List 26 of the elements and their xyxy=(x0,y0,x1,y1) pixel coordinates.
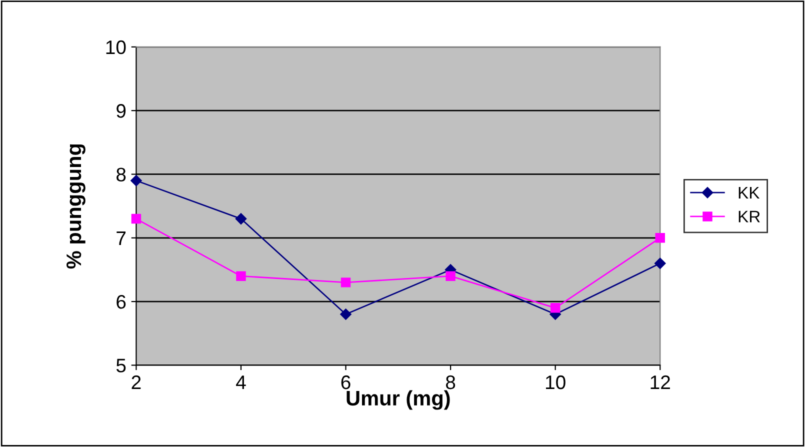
x-tick-label: 10 xyxy=(546,375,566,390)
point xyxy=(446,271,456,281)
x-tick-label: 4 xyxy=(236,376,246,390)
y-axis-title: % punggung xyxy=(66,144,86,269)
y-tick-label: 9 xyxy=(116,104,126,118)
y-tick-label: 5 xyxy=(116,358,126,372)
y-tick-label: 6 xyxy=(116,295,126,309)
legend-label: KR xyxy=(738,210,760,222)
x-tick-label: 2 xyxy=(132,375,141,390)
point xyxy=(655,233,665,243)
y-tick-label: 7 xyxy=(116,232,126,245)
point xyxy=(235,213,247,224)
x-axis-title: Umur (mg) xyxy=(346,390,450,410)
y-tick-label: 8 xyxy=(116,168,126,182)
point xyxy=(236,271,246,281)
x-tick-label: 6 xyxy=(341,375,350,390)
y-tick-label: 10 xyxy=(106,40,126,54)
point xyxy=(131,214,142,224)
x-tick-label: 8 xyxy=(446,375,456,390)
x-tick-label: 12 xyxy=(650,375,670,390)
point xyxy=(654,258,666,269)
point xyxy=(340,308,352,320)
point xyxy=(340,278,351,288)
legend-label: KK xyxy=(738,186,760,198)
point xyxy=(550,303,560,313)
point xyxy=(130,175,142,186)
